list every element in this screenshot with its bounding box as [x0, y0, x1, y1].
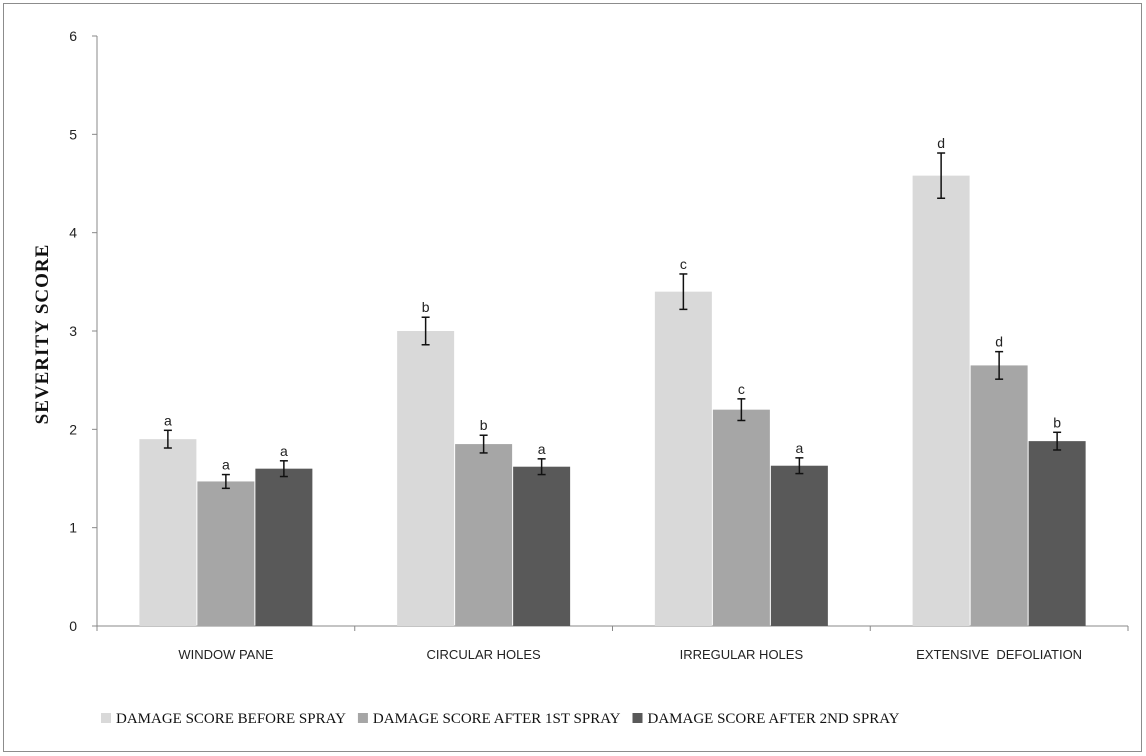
chart-frame: SEVERITY SCORE 0 1 2 3 4 5 6 WINDOW PANE CIRCULA… — [3, 3, 1142, 752]
significance-label: a — [538, 441, 546, 457]
legend-entry: DAMAGE SCORE AFTER 2ND SPRAY — [648, 711, 900, 727]
y-tick-label: 5 — [69, 126, 77, 142]
legend-swatch — [357, 713, 368, 723]
significance-label: b — [422, 299, 430, 315]
significance-label: a — [795, 440, 803, 456]
significance-label: a — [222, 457, 230, 473]
significance-label: c — [680, 256, 687, 272]
significance-label: b — [480, 417, 488, 433]
legend: DAMAGE SCORE BEFORE SPRAY DAMAGE SCORE AF… — [101, 711, 900, 727]
significance-label: b — [1053, 414, 1061, 430]
bar — [197, 481, 255, 626]
legend-swatch — [101, 713, 111, 723]
significance-label: a — [164, 412, 172, 428]
bar — [255, 468, 313, 626]
bar — [970, 365, 1028, 626]
bar — [712, 409, 770, 626]
y-tick-label: 0 — [69, 618, 77, 634]
bar — [654, 291, 712, 626]
significance-label: c — [738, 381, 745, 397]
y-tick-label: 2 — [69, 421, 77, 437]
y-tick-label: 6 — [69, 28, 77, 44]
legend-entry: DAMAGE SCORE BEFORE SPRAY — [116, 711, 346, 727]
x-category-label: WINDOW PANE — [178, 647, 273, 662]
y-tick-label: 3 — [69, 323, 77, 339]
bar-chart: SEVERITY SCORE 0 1 2 3 4 5 6 WINDOW PANE CIRCULA… — [32, 28, 1129, 727]
bar — [912, 175, 970, 626]
bars: a a a b b a c c a d d b — [139, 135, 1086, 626]
legend-entry: DAMAGE SCORE AFTER 1ST SPRAY — [373, 711, 621, 727]
x-category-label: IRREGULAR HOLES — [680, 647, 804, 662]
bar — [397, 331, 455, 626]
bar — [770, 465, 828, 626]
y-axis-title: SEVERITY SCORE — [32, 244, 53, 425]
significance-label: d — [937, 135, 945, 151]
significance-label: a — [280, 443, 288, 459]
y-tick-label: 1 — [69, 520, 77, 536]
significance-label: d — [995, 334, 1003, 350]
x-category-label: CIRCULAR HOLES — [427, 647, 541, 662]
x-category-label: EXTENSIVE DEFOLIATION — [916, 647, 1082, 662]
y-tick-label: 4 — [69, 225, 77, 241]
bar — [1028, 441, 1086, 626]
bar — [139, 439, 197, 626]
legend-swatch — [632, 713, 643, 723]
bar — [513, 466, 571, 626]
bar — [455, 444, 513, 626]
